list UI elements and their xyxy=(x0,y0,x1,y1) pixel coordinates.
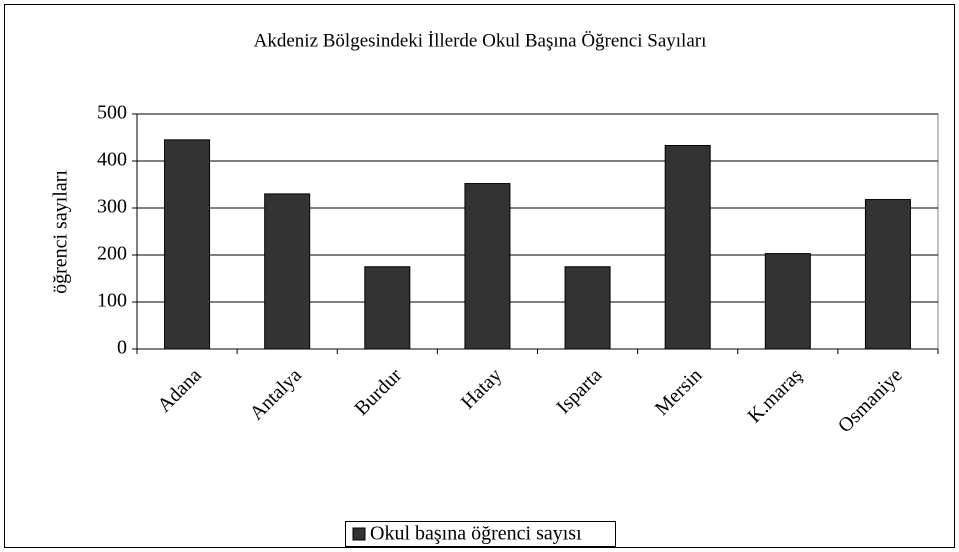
legend-label: Okul başına öğrenci sayısı xyxy=(370,523,582,545)
y-tick-label: 500 xyxy=(97,102,127,124)
y-tick-label: 0 xyxy=(117,337,127,359)
legend-swatch xyxy=(352,527,366,541)
chart-title: Akdeniz Bölgesindeki İllerde Okul Başına… xyxy=(254,30,707,51)
bar xyxy=(664,144,711,350)
bar xyxy=(264,193,311,350)
y-tick-label: 200 xyxy=(97,243,127,265)
y-axis-label: öğrenci sayıları xyxy=(50,170,72,294)
bar xyxy=(764,253,811,350)
y-tick-label: 100 xyxy=(97,290,127,312)
y-tick-label: 400 xyxy=(97,149,127,171)
bar xyxy=(464,183,511,350)
bar xyxy=(164,139,211,350)
plot-area xyxy=(136,113,939,350)
bar xyxy=(864,199,911,350)
bar xyxy=(564,266,611,350)
legend-box xyxy=(345,521,616,547)
bar xyxy=(364,266,411,350)
y-tick-label: 300 xyxy=(97,196,127,218)
